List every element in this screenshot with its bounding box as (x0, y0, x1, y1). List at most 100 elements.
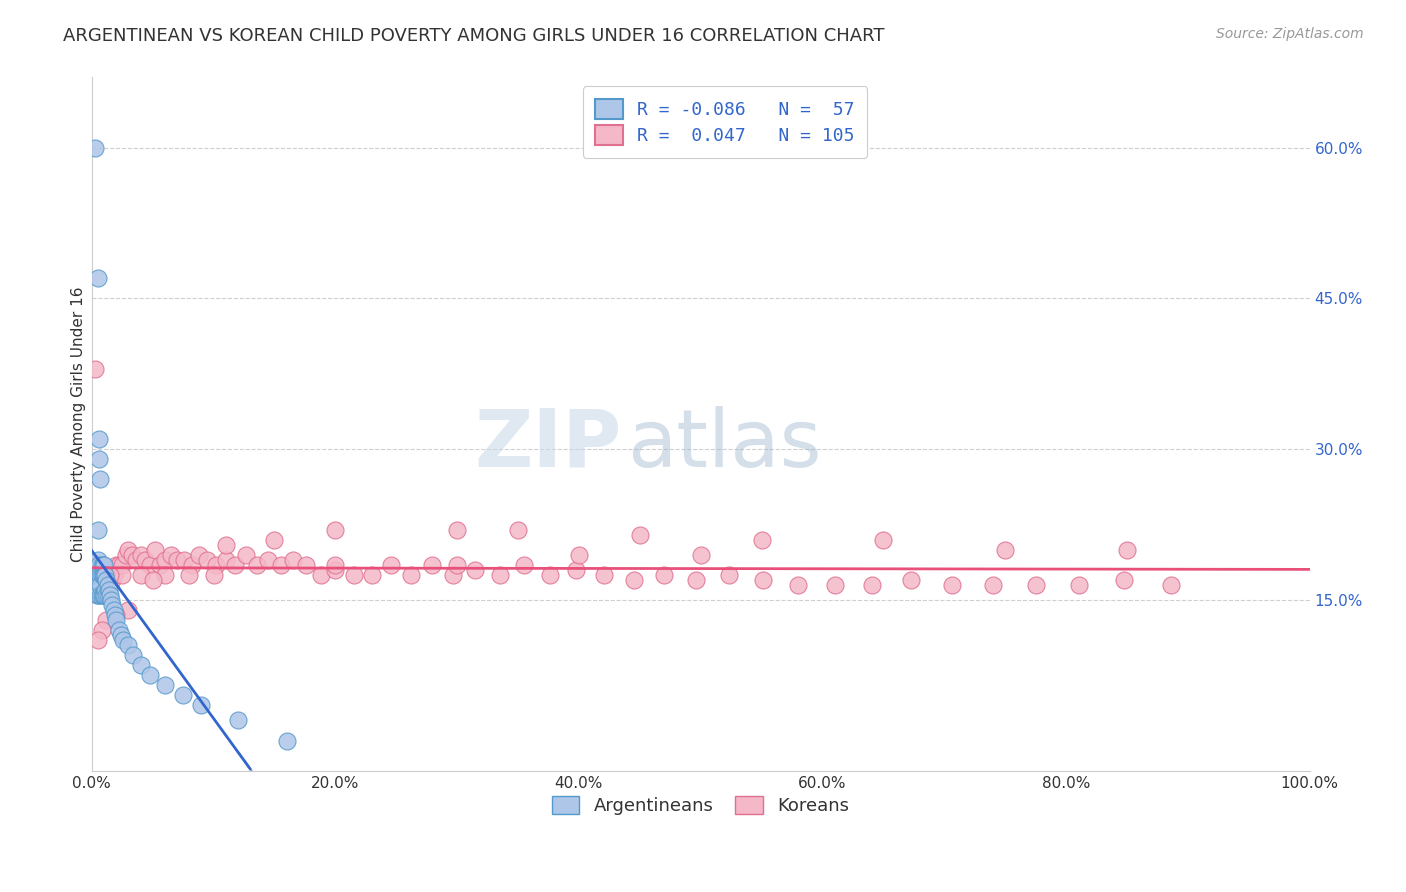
Point (1160, 578, 1182, 592)
Point (101, 598, 124, 612)
Point (226, 714, 249, 728)
Point (751, 533, 773, 547)
Point (124, 552, 146, 566)
Point (97, 578, 120, 592)
Point (117, 638, 139, 652)
Point (87, 432, 110, 446)
Point (93, 558, 115, 572)
Point (246, 558, 269, 572)
Point (205, 558, 228, 572)
Point (270, 558, 292, 572)
Point (593, 567, 616, 582)
Point (87, 563, 110, 577)
Point (263, 533, 285, 547)
Point (872, 533, 894, 547)
Point (1069, 578, 1091, 592)
Point (96, 613, 118, 627)
Point (84, 573, 107, 587)
Point (90, 578, 112, 592)
Text: ZIP: ZIP (474, 406, 621, 483)
Point (107, 558, 129, 572)
Point (443, 567, 465, 582)
Point (115, 548, 138, 562)
Point (446, 558, 468, 572)
Point (652, 567, 675, 582)
Point (89, 472, 111, 486)
Point (87, 567, 110, 582)
Point (91, 578, 114, 592)
Point (506, 523, 529, 537)
Point (122, 648, 145, 662)
Point (685, 573, 707, 587)
Point (93, 567, 115, 582)
Point (166, 552, 188, 566)
Point (900, 573, 922, 587)
Point (86, 558, 108, 572)
Point (276, 733, 298, 747)
Point (787, 578, 810, 592)
Point (295, 558, 318, 572)
Point (90, 623, 112, 637)
Point (488, 567, 510, 582)
Point (84, 141, 107, 155)
Point (139, 558, 162, 572)
Point (215, 552, 238, 566)
Point (1115, 542, 1137, 557)
Point (105, 558, 128, 572)
Point (86, 573, 108, 587)
Point (197, 552, 219, 566)
Text: atlas: atlas (627, 406, 823, 483)
Point (188, 548, 211, 562)
Point (100, 567, 122, 582)
Point (117, 603, 139, 617)
Point (224, 558, 246, 572)
Point (87, 552, 110, 566)
Point (87, 452, 110, 467)
Text: Source: ZipAtlas.com: Source: ZipAtlas.com (1216, 27, 1364, 41)
Point (134, 552, 156, 566)
Point (173, 552, 195, 566)
Point (103, 603, 125, 617)
Point (568, 548, 591, 562)
Point (121, 548, 143, 562)
Point (91, 558, 114, 572)
Point (399, 567, 422, 582)
Legend: Argentineans, Koreans: Argentineans, Koreans (543, 787, 858, 824)
Point (87, 578, 110, 592)
Point (717, 567, 740, 582)
Point (1025, 578, 1047, 592)
Point (91, 588, 114, 602)
Point (380, 558, 402, 572)
Point (360, 567, 382, 582)
Point (112, 633, 135, 648)
Point (94, 567, 117, 582)
Point (153, 678, 176, 692)
Point (202, 567, 225, 582)
Point (89, 567, 111, 582)
Point (89, 567, 111, 582)
Point (110, 628, 132, 642)
Point (281, 552, 304, 566)
Point (142, 573, 165, 587)
Y-axis label: Child Poverty Among Girls Under 16: Child Poverty Among Girls Under 16 (72, 286, 86, 562)
Point (97, 563, 120, 577)
Point (464, 563, 486, 577)
Point (513, 558, 536, 572)
Point (309, 567, 332, 582)
Point (86, 567, 108, 582)
Point (87, 573, 110, 587)
Point (93, 588, 115, 602)
Point (628, 527, 651, 541)
Point (104, 607, 127, 622)
Point (149, 558, 172, 572)
Point (179, 567, 201, 582)
Point (87, 578, 110, 592)
Point (325, 558, 347, 572)
Point (824, 578, 846, 592)
Point (257, 552, 280, 566)
Point (129, 658, 152, 673)
Point (860, 578, 883, 592)
Point (941, 578, 963, 592)
Point (98, 588, 121, 602)
Point (87, 573, 110, 587)
